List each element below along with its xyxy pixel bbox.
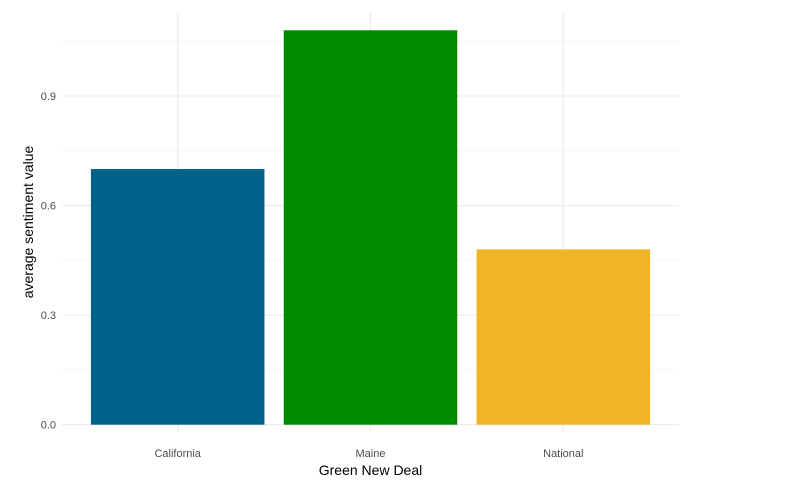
x-axis-title: Green New Deal (319, 462, 423, 478)
x-tick-label: Maine (356, 448, 386, 460)
x-tick-label: California (154, 448, 201, 460)
bars (90, 30, 651, 425)
x-tick-labels: California Maine National (154, 448, 583, 460)
y-tick-label: 0.9 (41, 91, 56, 103)
bar-national (476, 249, 651, 425)
y-tick-labels: 0.0 0.3 0.6 0.9 (41, 91, 56, 432)
x-tick-label: National (543, 448, 583, 460)
bar-california (90, 169, 265, 425)
bar-maine (283, 30, 458, 425)
y-tick-label: 0.3 (41, 310, 56, 322)
y-tick-label: 0.6 (41, 201, 56, 213)
y-tick-label: 0.0 (41, 420, 56, 432)
y-axis-title: average sentiment value (20, 146, 36, 299)
